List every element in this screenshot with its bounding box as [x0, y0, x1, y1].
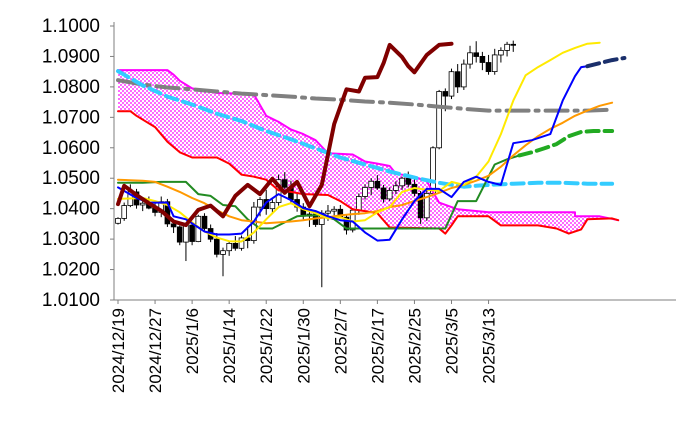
series-ma-gray: [116, 78, 615, 113]
candle-down: [189, 224, 195, 242]
candle-up: [436, 91, 442, 149]
candle-up: [139, 202, 146, 206]
series-chikou: [116, 41, 454, 228]
x-tick-label: 2025/2/25: [405, 308, 424, 384]
axes: 1.1000 1.0900 1.0800 1.0700 1.0600 1.0500 1.04…: [42, 16, 676, 393]
candle-up: [183, 224, 189, 243]
x-tick-label: 2024/12/27: [146, 308, 165, 393]
y-tick-label: 1.0100: [42, 290, 100, 311]
series-span-b: [117, 110, 620, 235]
candle-down: [510, 43, 516, 46]
candle-down: [213, 238, 220, 255]
candle-up: [368, 180, 374, 188]
candle-down: [485, 62, 492, 73]
candle-down: [405, 177, 412, 185]
y-tick-label: 1.0700: [42, 107, 100, 128]
candle-up: [331, 208, 337, 212]
candle-down: [479, 56, 486, 63]
series-forecast-navy: [585, 56, 627, 69]
candle-up: [238, 237, 245, 249]
y-tick-label: 1.0400: [42, 199, 100, 220]
candle-up: [460, 63, 467, 88]
x-tick-label: 2025/3/13: [480, 308, 499, 384]
candle-down: [170, 223, 177, 228]
candle-up: [393, 185, 399, 191]
candle-down: [442, 91, 449, 97]
candle-down: [232, 242, 239, 249]
cloud-fill: [118, 70, 619, 234]
candle-up: [467, 52, 473, 65]
series-tenkan: [117, 65, 589, 242]
candle-down: [201, 215, 208, 229]
y-tick-label: 1.0800: [42, 77, 100, 98]
y-tick-label: 1.1000: [42, 16, 100, 37]
candle-up: [121, 205, 128, 219]
candle-up: [362, 186, 368, 197]
x-tick-label: 2024/12/19: [109, 308, 128, 393]
x-tick-label: 2025/1/30: [294, 308, 313, 384]
candle-up: [386, 189, 393, 200]
x-tick-label: 2025/2/7: [331, 308, 350, 374]
kumo-cloud: [118, 70, 619, 234]
x-tick-label: 2025/1/22: [257, 308, 276, 384]
candle-up: [430, 147, 436, 194]
candle-down: [176, 226, 183, 243]
candle-up: [257, 199, 263, 208]
series-ma-cyan: [116, 69, 615, 189]
candle-up: [220, 250, 226, 255]
candle-up: [226, 242, 233, 252]
candle-down: [454, 71, 461, 88]
candle-down: [374, 180, 381, 189]
candle-up: [355, 196, 362, 211]
y-tick-label: 1.0600: [42, 138, 100, 159]
candle-up: [423, 192, 430, 219]
candle-up: [504, 43, 510, 51]
candle-up: [115, 217, 121, 224]
x-tick-label: 2025/1/6: [183, 308, 202, 374]
y-tick-label: 1.0300: [42, 229, 100, 250]
y-tick-label: 1.0200: [42, 260, 100, 281]
candle-down: [281, 179, 288, 188]
candle-down: [417, 192, 424, 219]
series-ma-yellow: [117, 41, 601, 243]
x-tick-label: 2025/2/17: [368, 308, 387, 384]
candle-down: [473, 52, 479, 57]
candle-up: [491, 54, 498, 73]
candle-up: [448, 71, 455, 97]
series-kijun: [117, 154, 521, 230]
indicator-lines: [116, 41, 627, 243]
candle-up: [498, 50, 504, 56]
y-tick-label: 1.0900: [42, 46, 100, 67]
series-forecast-green: [517, 129, 615, 158]
candle-down: [343, 216, 350, 231]
x-tick-label: 2025/1/14: [220, 308, 239, 384]
candle-up: [399, 177, 405, 187]
candle-up: [325, 210, 331, 214]
candle-down: [380, 187, 387, 200]
y-tick-label: 1.0500: [42, 168, 100, 189]
candle-up: [269, 202, 276, 210]
x-tick-label: 2025/3/5: [442, 308, 461, 374]
